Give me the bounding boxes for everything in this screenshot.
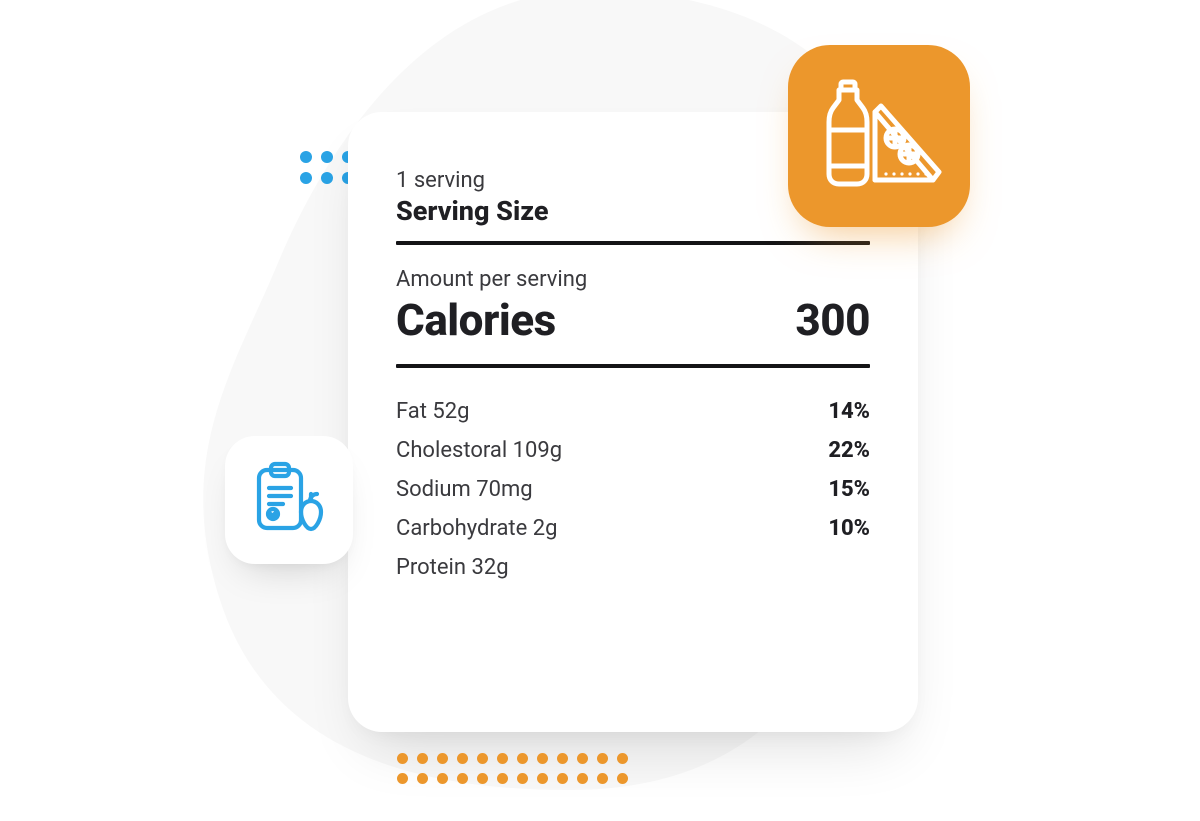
clipboard-badge bbox=[225, 436, 353, 564]
nutrient-row: Sodium 70mg 15% bbox=[396, 470, 870, 509]
clipboard-apple-icon bbox=[247, 458, 331, 542]
nutrient-label: Sodium 70mg bbox=[396, 477, 533, 502]
divider-rule bbox=[396, 364, 870, 368]
decor-dots-blue bbox=[300, 151, 354, 184]
nutrients-list: Fat 52g 14% Cholestoral 109g 22% Sodium … bbox=[396, 392, 870, 587]
nutrient-row: Protein 32g bbox=[396, 548, 870, 587]
meal-badge bbox=[788, 45, 970, 227]
nutrient-row: Cholestoral 109g 22% bbox=[396, 431, 870, 470]
amount-per-serving-label: Amount per serving bbox=[396, 267, 870, 292]
calories-label: Calories bbox=[396, 294, 556, 346]
nutrient-percent: 14% bbox=[828, 399, 870, 424]
nutrient-label: Cholestoral 109g bbox=[396, 438, 562, 463]
nutrient-percent: 22% bbox=[828, 438, 870, 463]
nutrient-percent: 15% bbox=[828, 477, 870, 502]
nutrient-row: Carbohydrate 2g 10% bbox=[396, 509, 870, 548]
decor-dots-orange bbox=[397, 753, 628, 784]
nutrient-label: Fat 52g bbox=[396, 399, 470, 424]
nutrient-label: Carbohydrate 2g bbox=[396, 516, 557, 541]
meal-bottle-sandwich-icon bbox=[809, 76, 949, 196]
nutrient-percent: 10% bbox=[828, 516, 870, 541]
nutrient-label: Protein 32g bbox=[396, 555, 509, 580]
calories-row: Calories 300 bbox=[396, 294, 870, 346]
divider-rule bbox=[396, 241, 870, 245]
calories-value: 300 bbox=[795, 294, 870, 346]
nutrient-row: Fat 52g 14% bbox=[396, 392, 870, 431]
